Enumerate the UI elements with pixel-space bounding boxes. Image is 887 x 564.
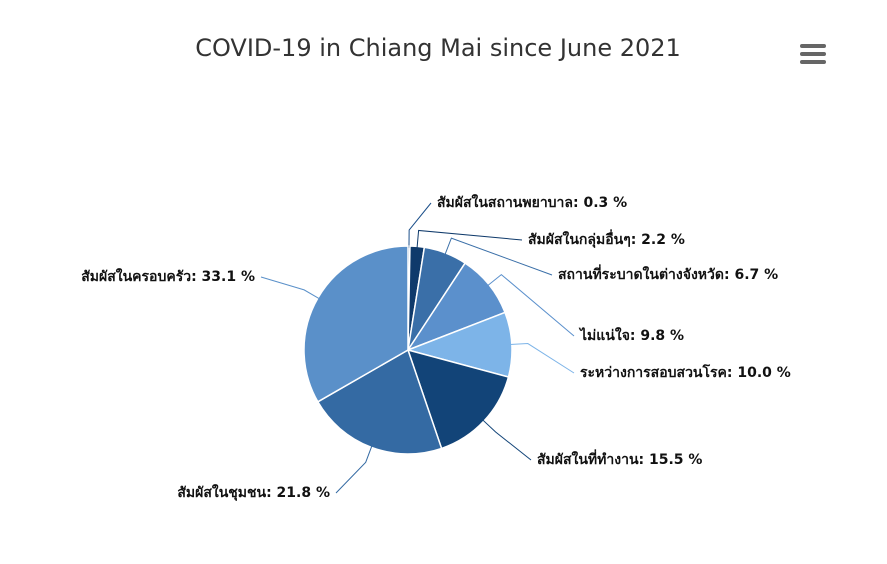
connector (416, 229, 523, 249)
data-label: สถานที่ระบาดในต่างจังหวัด: 6.7 % (558, 264, 778, 283)
data-label: สัมผัสในกลุ่มอื่นๆ: 2.2 % (528, 229, 685, 248)
data-label: สัมผัสในสถานพยาบาล: 0.3 % (437, 193, 627, 211)
connector (444, 237, 553, 276)
data-label: สัมผัสในครอบครัว: 33.1 % (81, 267, 255, 285)
menu-bar[interactable] (800, 60, 826, 64)
connector (335, 445, 373, 494)
data-label: สัมผัสในชุมชน: 21.8 % (177, 483, 330, 501)
data-label: ไม่แน่ใจ: 9.8 % (578, 326, 684, 344)
connector (487, 273, 575, 337)
data-label: สัมผัสในที่ทำงาน: 15.5 % (537, 449, 702, 468)
connector (408, 202, 432, 249)
connector (509, 343, 575, 374)
menu-button[interactable] (800, 44, 826, 64)
chart-title: COVID-19 in Chiang Mai since June 2021 (195, 34, 681, 62)
menu-bar[interactable] (800, 52, 826, 56)
data-label: ระหว่างการสอบสวนโรค: 10.0 % (580, 363, 791, 381)
connector (482, 419, 532, 461)
connector (260, 276, 320, 300)
menu-bar[interactable] (800, 44, 826, 48)
